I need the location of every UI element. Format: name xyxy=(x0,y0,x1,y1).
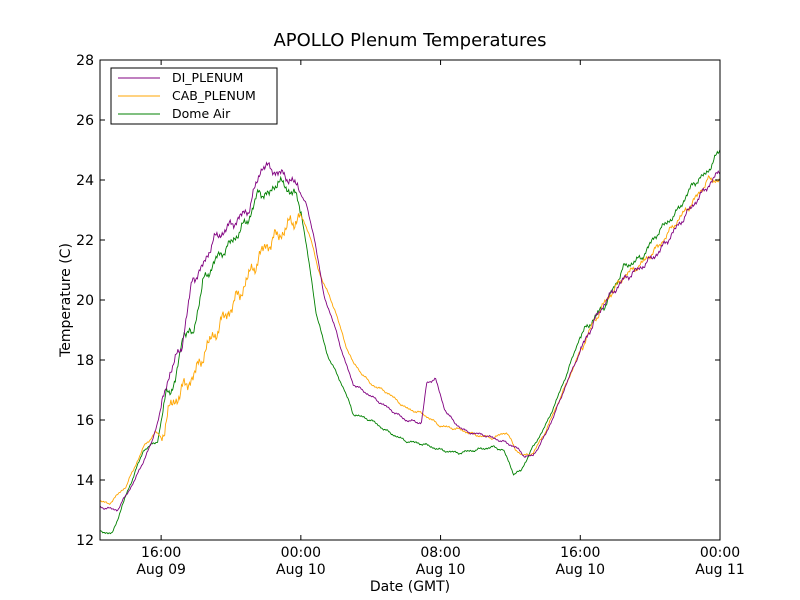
x-tick-time-label: 08:00 xyxy=(420,545,460,561)
series-line-di-plenum xyxy=(100,161,720,512)
y-tick-label: 24 xyxy=(76,173,94,189)
y-tick-label: 26 xyxy=(76,113,94,129)
legend-label: Dome Air xyxy=(172,106,231,121)
legend-label: DI_PLENUM xyxy=(172,70,243,85)
x-axis-label: Date (GMT) xyxy=(370,579,450,595)
x-tick-time-label: 16:00 xyxy=(141,545,181,561)
x-tick-date-label: Aug 11 xyxy=(695,562,745,578)
legend-label: CAB_PLENUM xyxy=(172,88,256,103)
y-tick-label: 20 xyxy=(76,293,94,309)
x-tick-time-label: 00:00 xyxy=(281,545,321,561)
x-tick-time-label: 16:00 xyxy=(560,545,600,561)
y-tick-label: 22 xyxy=(76,233,94,249)
x-tick-date-label: Aug 10 xyxy=(416,562,466,578)
series-line-dome-air xyxy=(100,149,720,535)
series-line-cab-plenum xyxy=(100,174,720,506)
y-tick-label: 18 xyxy=(76,353,94,369)
x-tick-date-label: Aug 09 xyxy=(136,562,186,578)
x-tick-date-label: Aug 10 xyxy=(276,562,326,578)
y-tick-label: 12 xyxy=(76,533,94,549)
y-tick-label: 28 xyxy=(76,53,94,69)
y-tick-label: 16 xyxy=(76,413,94,429)
x-tick-date-label: Aug 10 xyxy=(555,562,605,578)
plot-frame xyxy=(99,59,721,541)
legend: DI_PLENUM CAB_PLENUM Dome Air xyxy=(110,67,278,125)
y-axis-label: Temperature (C) xyxy=(58,243,74,358)
y-tick-label: 14 xyxy=(76,473,94,489)
chart-title: APOLLO Plenum Temperatures xyxy=(273,30,546,51)
x-tick-time-label: 00:00 xyxy=(700,545,740,561)
